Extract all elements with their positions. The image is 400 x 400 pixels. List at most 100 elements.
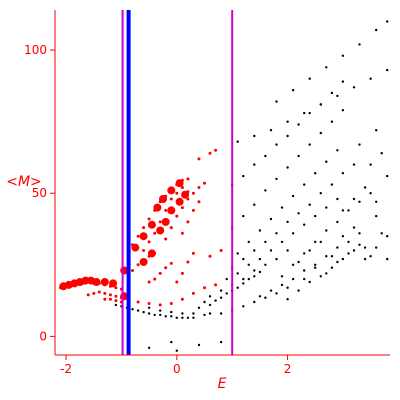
data-point xyxy=(258,270,262,274)
data-point xyxy=(236,140,239,143)
y-tick-label: 50 xyxy=(32,186,47,200)
x-axis-label: E xyxy=(218,376,227,392)
data-point xyxy=(341,172,345,175)
data-point xyxy=(341,54,345,57)
data-point xyxy=(247,263,250,266)
data-point xyxy=(269,129,273,132)
data-point xyxy=(275,257,278,261)
axis-ticks: -2 0 2 0 50 100 xyxy=(24,43,291,376)
data-point xyxy=(142,249,146,252)
data-point xyxy=(191,291,195,295)
data-point xyxy=(242,214,245,218)
data-point xyxy=(386,68,389,72)
data-point xyxy=(208,254,212,258)
data-point xyxy=(375,214,378,218)
data-point xyxy=(103,291,107,295)
data-point xyxy=(269,249,273,252)
data-point xyxy=(258,229,262,232)
data-point xyxy=(214,283,218,287)
data-point xyxy=(169,197,173,201)
data-point xyxy=(208,295,212,298)
data-point xyxy=(369,163,372,166)
x-tick-label: -2 xyxy=(60,362,72,376)
data-point xyxy=(308,77,311,80)
data-point xyxy=(139,232,148,241)
data-point xyxy=(97,290,101,294)
data-point xyxy=(169,226,173,230)
data-point xyxy=(81,276,90,285)
data-point xyxy=(308,249,311,252)
data-point xyxy=(180,271,184,275)
data-point xyxy=(247,240,250,244)
data-point xyxy=(197,343,201,347)
data-point xyxy=(352,197,356,201)
data-point xyxy=(131,243,140,252)
data-point xyxy=(253,249,256,252)
data-point xyxy=(336,260,339,264)
data-point xyxy=(175,214,179,218)
data-point xyxy=(325,229,328,232)
data-point xyxy=(109,279,118,288)
data-point xyxy=(291,232,295,235)
data-point xyxy=(191,208,195,212)
data-point xyxy=(286,298,289,301)
data-point xyxy=(136,309,140,312)
data-point xyxy=(147,249,156,258)
data-point xyxy=(336,149,339,152)
data-point xyxy=(286,286,289,289)
data-point xyxy=(264,189,267,192)
data-point xyxy=(319,192,322,195)
data-point xyxy=(114,294,118,298)
data-point xyxy=(153,313,156,317)
data-point xyxy=(291,194,295,198)
data-point xyxy=(286,134,289,138)
data-point xyxy=(386,235,389,238)
data-point xyxy=(197,157,201,161)
data-point xyxy=(203,181,206,185)
data-point xyxy=(308,280,311,284)
data-point xyxy=(330,120,334,123)
data-point xyxy=(159,313,162,317)
data-point xyxy=(197,186,201,189)
data-point xyxy=(147,217,151,221)
data-point xyxy=(100,278,109,286)
data-point xyxy=(192,312,195,315)
data-point xyxy=(170,315,173,318)
data-point xyxy=(242,174,245,178)
data-point xyxy=(164,315,167,318)
data-point xyxy=(286,166,289,169)
data-point xyxy=(136,300,140,304)
data-point xyxy=(197,200,201,204)
data-point xyxy=(225,292,228,295)
data-point xyxy=(297,260,300,264)
data-point xyxy=(264,240,267,244)
data-point xyxy=(314,240,317,244)
data-point xyxy=(275,100,278,103)
data-point xyxy=(347,252,350,255)
data-point xyxy=(308,203,311,206)
data-point xyxy=(341,235,345,238)
data-point xyxy=(175,197,184,206)
data-point xyxy=(161,217,170,226)
data-point xyxy=(153,231,157,235)
x-tick-label: 2 xyxy=(284,362,292,376)
data-point xyxy=(159,309,162,312)
data-point xyxy=(158,303,162,307)
data-point xyxy=(242,305,245,308)
data-point xyxy=(180,186,184,189)
data-point xyxy=(236,252,239,255)
data-point xyxy=(114,299,118,303)
data-point xyxy=(352,226,356,229)
data-point xyxy=(169,302,173,305)
data-point xyxy=(242,282,245,285)
data-point xyxy=(147,280,151,284)
data-point xyxy=(269,289,273,292)
data-point xyxy=(314,214,317,218)
data-point xyxy=(325,272,328,275)
data-point xyxy=(131,269,134,272)
data-point xyxy=(280,275,284,278)
data-point xyxy=(291,277,295,281)
data-point xyxy=(214,299,217,302)
data-point xyxy=(147,240,151,244)
